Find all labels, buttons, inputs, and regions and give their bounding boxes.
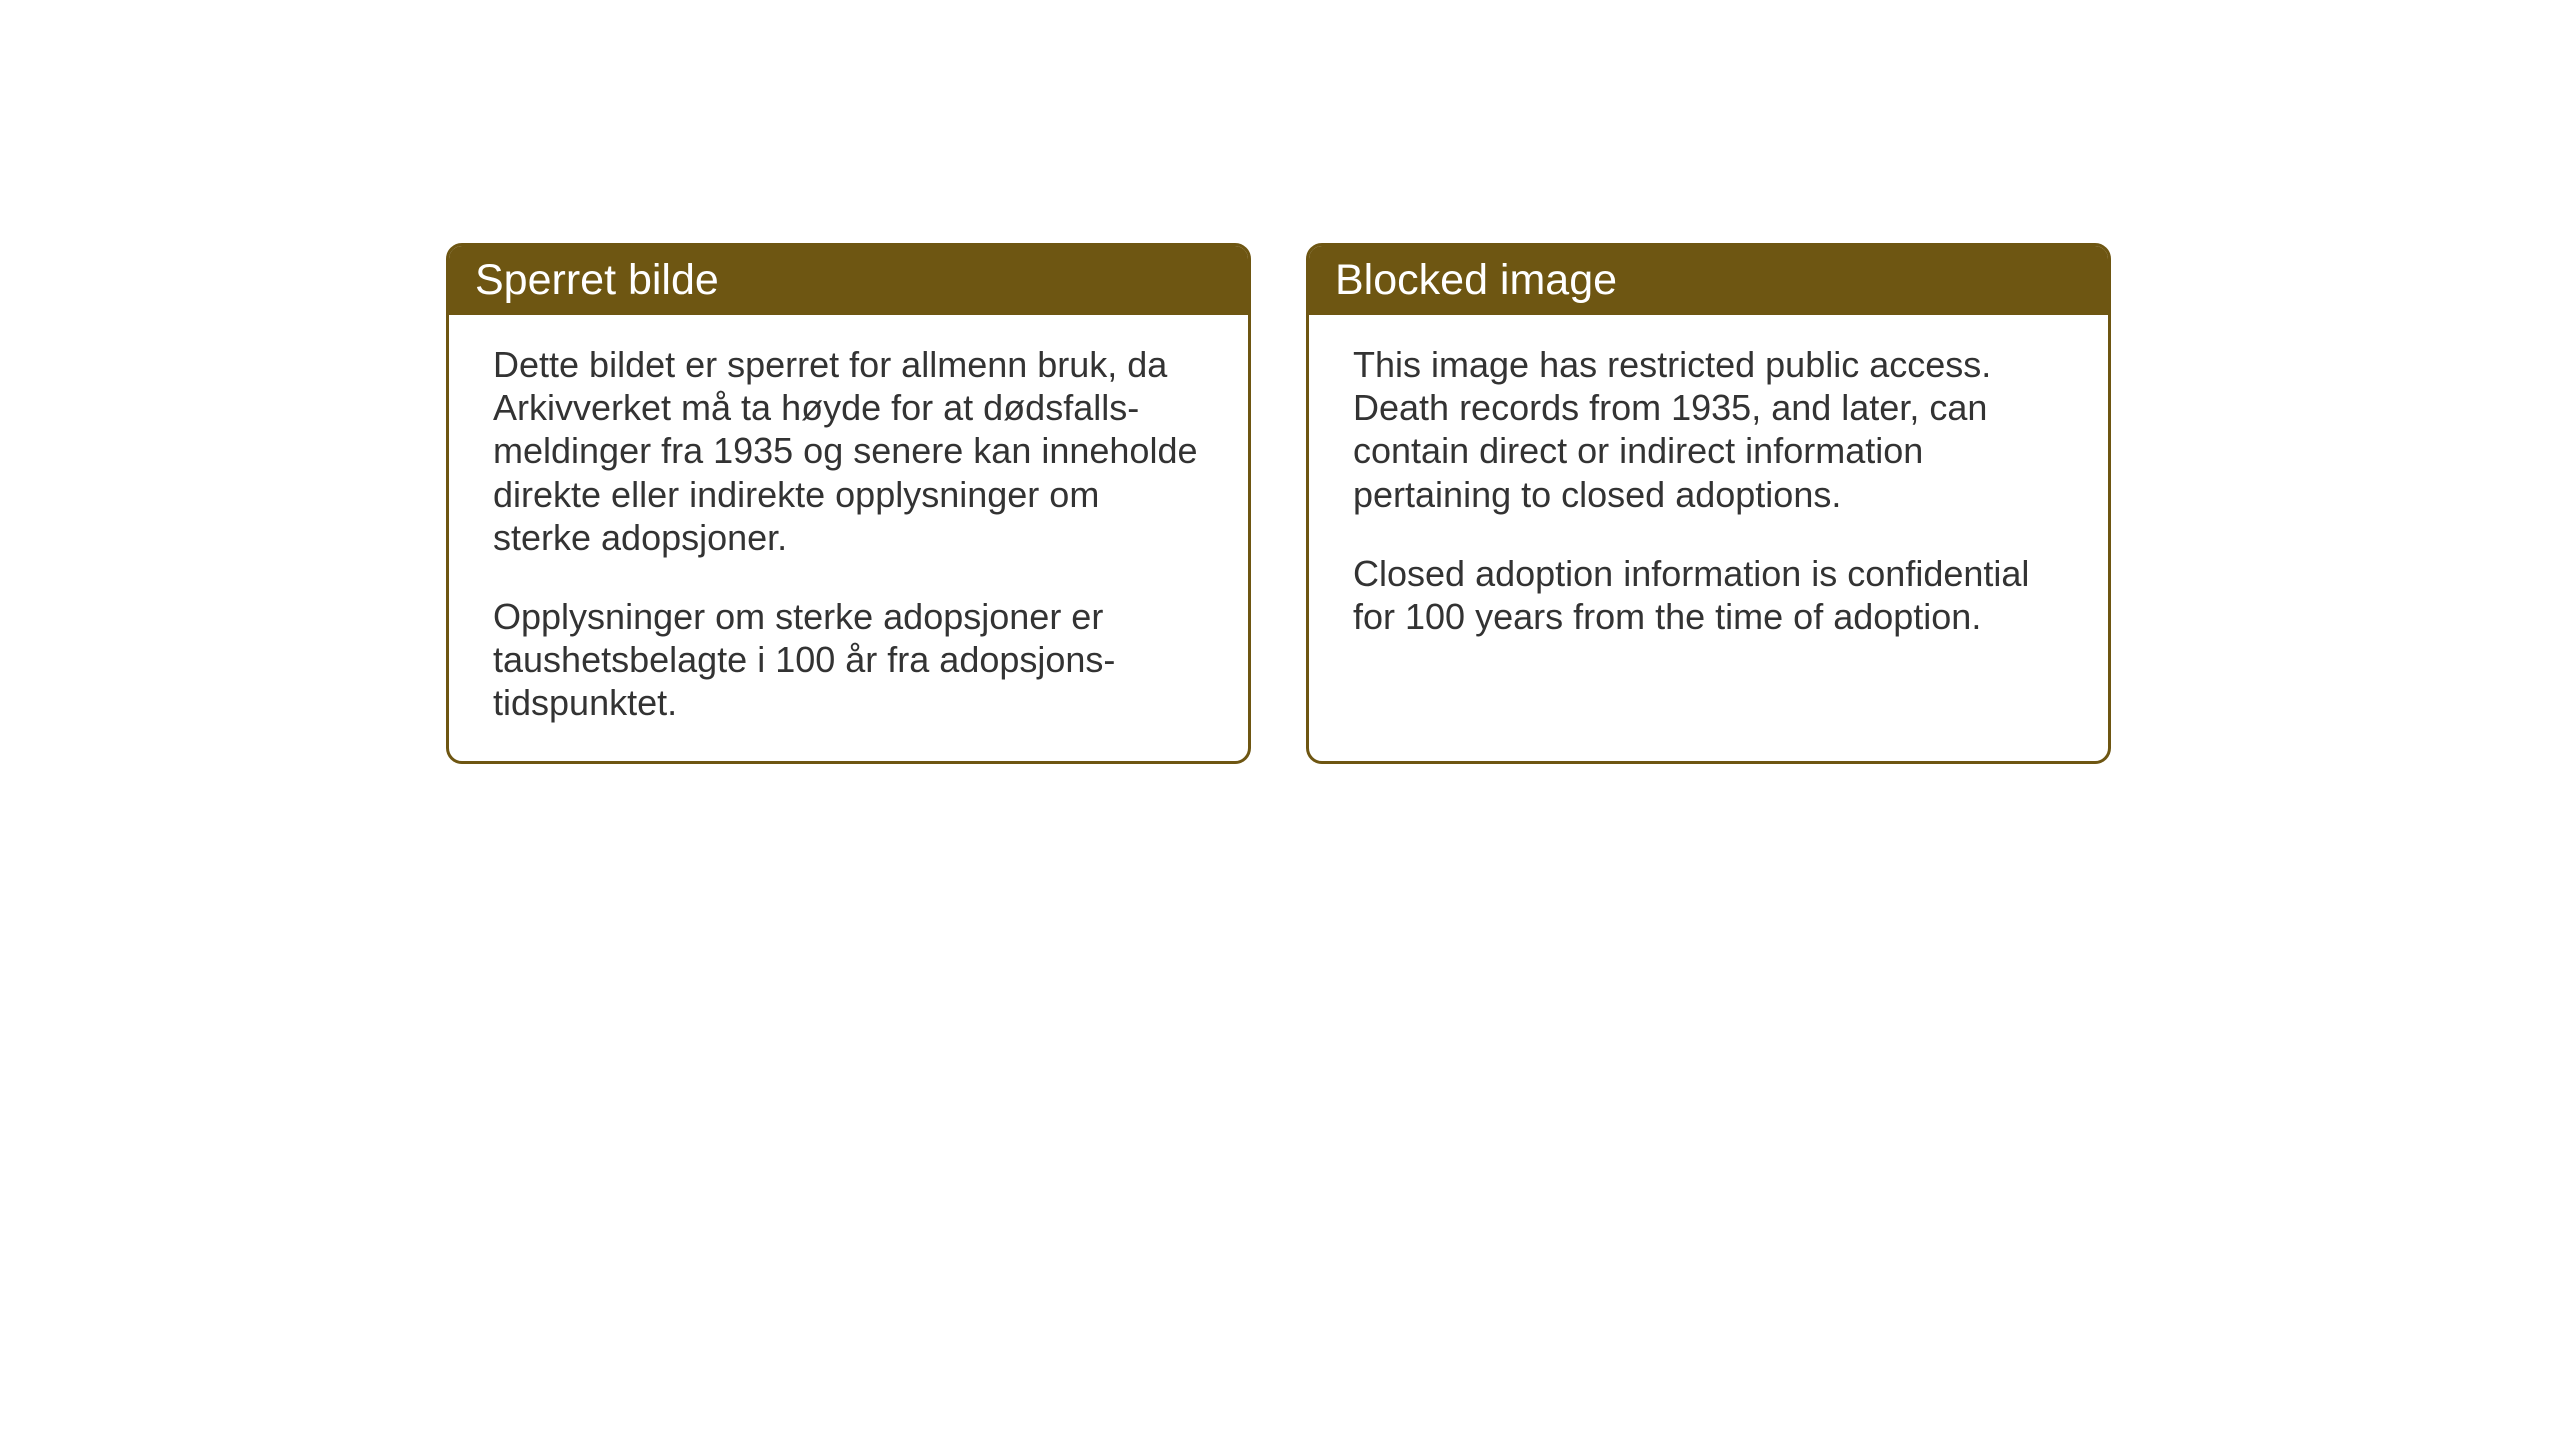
card-header-norwegian: Sperret bilde <box>449 246 1248 315</box>
card-title-norwegian: Sperret bilde <box>475 256 719 304</box>
card-title-english: Blocked image <box>1335 256 1617 304</box>
notice-cards-container: Sperret bilde Dette bildet er sperret fo… <box>446 243 2111 764</box>
card-header-english: Blocked image <box>1309 246 2108 315</box>
card-body-english: This image has restricted public access.… <box>1309 315 2108 674</box>
card-body-norwegian: Dette bildet er sperret for allmenn bruk… <box>449 315 1248 761</box>
notice-card-english: Blocked image This image has restricted … <box>1306 243 2111 764</box>
card-paragraph: Dette bildet er sperret for allmenn bruk… <box>493 343 1204 559</box>
card-paragraph: Opplysninger om sterke adopsjoner er tau… <box>493 595 1204 725</box>
notice-card-norwegian: Sperret bilde Dette bildet er sperret fo… <box>446 243 1251 764</box>
card-paragraph: Closed adoption information is confident… <box>1353 552 2064 638</box>
card-paragraph: This image has restricted public access.… <box>1353 343 2064 516</box>
